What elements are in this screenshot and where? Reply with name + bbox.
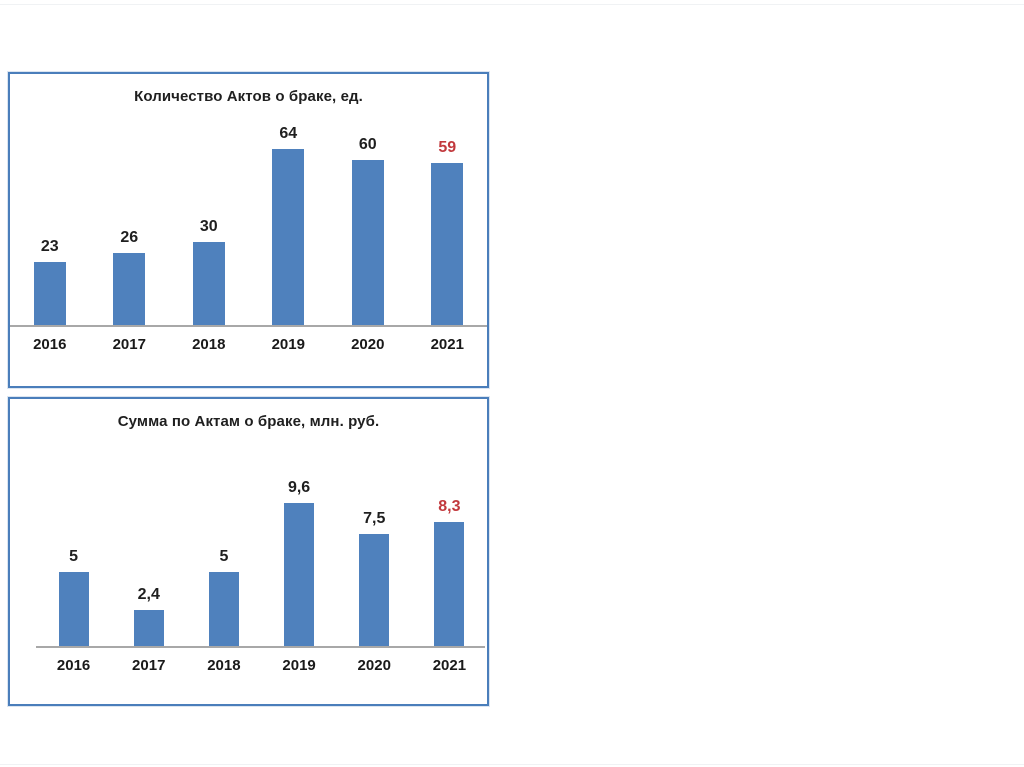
x-axis-tick-label: 2021 — [430, 336, 464, 353]
chart-panel-acts-count: Количество Актов о браке, ед. 23 2016 26 20… — [8, 72, 489, 388]
bar — [434, 522, 465, 646]
bar — [351, 160, 384, 325]
bar-value-label: 5 — [219, 548, 229, 565]
bar-value-label: 30 — [199, 218, 218, 235]
bar-value-label: 60 — [358, 136, 377, 153]
x-axis-tick-label: 2020 — [351, 336, 385, 353]
bar-value-label: 64 — [279, 125, 298, 142]
x-axis-line — [10, 325, 487, 327]
x-axis-tick-label: 2016 — [56, 657, 91, 674]
x-axis-tick-label: 2020 — [357, 657, 391, 674]
x-axis-tick-label: 2019 — [282, 657, 316, 674]
bar — [272, 149, 305, 325]
bar — [58, 572, 89, 646]
bar-value-label: 7,5 — [363, 510, 386, 527]
bar-column: 23 2016 — [10, 74, 90, 353]
plot-area: 23 2016 26 2017 30 2018 64 2019 60 2020 59 2021 — [10, 74, 488, 353]
bar — [284, 503, 315, 646]
plot-area: 5 2016 2,4 2017 5 2018 9,6 2019 7,5 2020 8,3 2021 — [10, 399, 487, 674]
bar-column: 59 2021 — [408, 74, 488, 353]
bar — [113, 253, 146, 325]
bar-column: 7,5 2020 — [337, 399, 412, 674]
bottom-rule — [0, 764, 1024, 765]
x-axis-line — [36, 646, 485, 648]
x-axis-tick-label: 2016 — [33, 336, 67, 353]
bar-value-label: 26 — [120, 229, 139, 246]
x-axis-tick-label: 2017 — [112, 336, 146, 353]
bar-value-label: 8,3 — [438, 498, 461, 515]
bar-value-label: 59 — [438, 139, 457, 156]
bar — [359, 534, 390, 646]
x-axis-tick-label: 2017 — [132, 657, 166, 674]
bar — [133, 610, 164, 646]
bar-column: 64 2019 — [249, 74, 329, 353]
chart-title: Количество Актов о браке, ед. — [134, 88, 363, 105]
bar — [192, 242, 225, 325]
bar-value-label: 23 — [40, 238, 59, 255]
chart-title: Сумма по Актам о браке, млн. руб. — [117, 413, 380, 430]
top-rule — [0, 4, 1024, 5]
bar-column: 60 2020 — [328, 74, 408, 353]
bar-column: 5 2018 — [186, 399, 261, 674]
bar-column: 9,6 2019 — [262, 399, 337, 674]
bar-column: 2,4 2017 — [111, 399, 186, 674]
x-axis-tick-label: 2021 — [432, 657, 467, 674]
x-axis-tick-label: 2019 — [271, 336, 305, 353]
bar-value-label: 9,6 — [287, 479, 311, 496]
x-axis-tick-label: 2018 — [207, 657, 241, 674]
bar — [33, 262, 66, 325]
x-axis-tick-label: 2018 — [192, 336, 226, 353]
chart-panel-acts-sum: Сумма по Актам о браке, млн. руб. 5 2016 2… — [8, 397, 489, 706]
bar-value-label: 5 — [69, 548, 79, 565]
bar-column: 26 2017 — [90, 74, 170, 353]
bar-value-label: 2,4 — [137, 586, 160, 603]
bar-column: 8,3 2021 — [412, 399, 487, 674]
bar-column: 30 2018 — [169, 74, 249, 353]
bar — [431, 163, 464, 325]
bar — [208, 572, 239, 646]
bar-column: 5 2016 — [36, 399, 111, 674]
